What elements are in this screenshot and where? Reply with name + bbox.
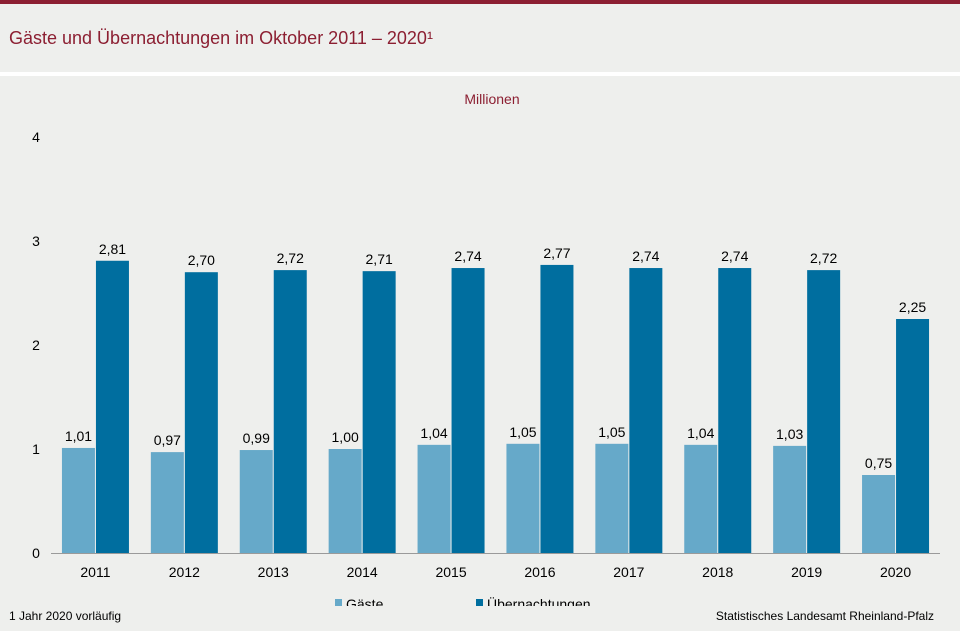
- data-label: 0,97: [154, 432, 181, 448]
- bar-uebernachtungen-2014: [362, 271, 396, 553]
- data-label: 1,00: [332, 429, 359, 445]
- unit-label: Millionen: [464, 91, 519, 107]
- data-label: 2,74: [454, 248, 481, 264]
- bar-uebernachtungen-2020: [896, 319, 930, 553]
- x-tick-label: 2018: [702, 564, 733, 580]
- data-label: 2,71: [366, 251, 393, 267]
- bar-gaeste-2019: [773, 445, 807, 553]
- data-label: 2,72: [810, 250, 837, 266]
- title-bar: Gäste und Übernachtungen im Oktober 2011…: [0, 4, 960, 76]
- bar-uebernachtungen-2011: [95, 260, 129, 553]
- bar-uebernachtungen-2016: [540, 264, 574, 553]
- x-tick-label: 2014: [347, 564, 378, 580]
- data-label: 1,05: [598, 424, 625, 440]
- chart-area: Millionen 0 1 2 3 4 1,01 2,81 0,97 2,70 0,99 2,72…: [32, 91, 940, 606]
- top-accent-bar: [0, 0, 960, 4]
- y-tick-label: 4: [32, 129, 40, 145]
- y-tick-label: 1: [32, 441, 40, 457]
- data-label: 2,74: [721, 248, 748, 264]
- legend-label: Übernachtungen: [487, 595, 591, 606]
- bar-uebernachtungen-2017: [629, 268, 663, 553]
- y-tick-label: 0: [32, 545, 40, 561]
- data-label: 1,05: [509, 424, 536, 440]
- bar-gaeste-2020: [862, 475, 896, 553]
- bar-uebernachtungen-2012: [184, 272, 218, 553]
- x-tick-label: 2016: [524, 564, 555, 580]
- data-label: 2,77: [543, 245, 570, 261]
- legend-swatch: [476, 599, 483, 606]
- bar-gaeste-2013: [239, 450, 273, 553]
- x-tick-label: 2019: [791, 564, 822, 580]
- data-label: 1,01: [65, 428, 92, 444]
- data-label: 1,03: [776, 426, 803, 442]
- x-axis: 2011 2012 2013 2014 2015 2016 2017 2018 2019 2020: [51, 553, 940, 580]
- bar-gaeste-2017: [595, 443, 629, 553]
- chart-title: Gäste und Übernachtungen im Oktober 2011…: [9, 28, 433, 48]
- bar-gaeste-2018: [684, 444, 718, 553]
- data-label: 2,81: [99, 241, 126, 257]
- bar-gaeste-2011: [61, 447, 95, 553]
- y-tick-label: 2: [32, 337, 40, 353]
- y-axis: 0 1 2 3 4: [32, 129, 40, 561]
- legend-label: Gäste: [346, 596, 384, 606]
- data-label: 2,70: [188, 252, 215, 268]
- data-label: 2,72: [277, 250, 304, 266]
- data-label: 1,04: [420, 425, 447, 441]
- x-tick-label: 2013: [258, 564, 289, 580]
- x-tick-label: 2020: [880, 564, 911, 580]
- data-label: 2,25: [899, 299, 926, 315]
- source-note: Statistisches Landesamt Rheinland-Pfalz: [715, 609, 934, 623]
- bars: 1,01 2,81 0,97 2,70 0,99 2,72 1,00 2,71 1,04 2,74…: [61, 241, 930, 553]
- x-tick-label: 2012: [169, 564, 200, 580]
- bar-gaeste-2014: [328, 449, 362, 553]
- data-label: 1,04: [687, 425, 714, 441]
- legend: Gäste Übernachtungen: [335, 595, 591, 606]
- data-label: 0,75: [865, 455, 892, 471]
- y-tick-label: 3: [32, 233, 40, 249]
- x-tick-label: 2015: [435, 564, 466, 580]
- x-tick-label: 2017: [613, 564, 644, 580]
- data-label: 0,99: [243, 430, 270, 446]
- footnote: 1 Jahr 2020 vorläufig: [9, 609, 122, 623]
- x-tick-label: 2011: [80, 564, 110, 580]
- bar-gaeste-2012: [150, 452, 184, 553]
- bar-uebernachtungen-2013: [273, 270, 307, 553]
- bar-uebernachtungen-2015: [451, 268, 485, 553]
- bar-gaeste-2015: [417, 444, 451, 553]
- bar-gaeste-2016: [506, 443, 540, 553]
- bar-uebernachtungen-2019: [807, 270, 841, 553]
- legend-swatch: [335, 599, 342, 606]
- data-label: 2,74: [632, 248, 659, 264]
- bar-uebernachtungen-2018: [718, 268, 752, 553]
